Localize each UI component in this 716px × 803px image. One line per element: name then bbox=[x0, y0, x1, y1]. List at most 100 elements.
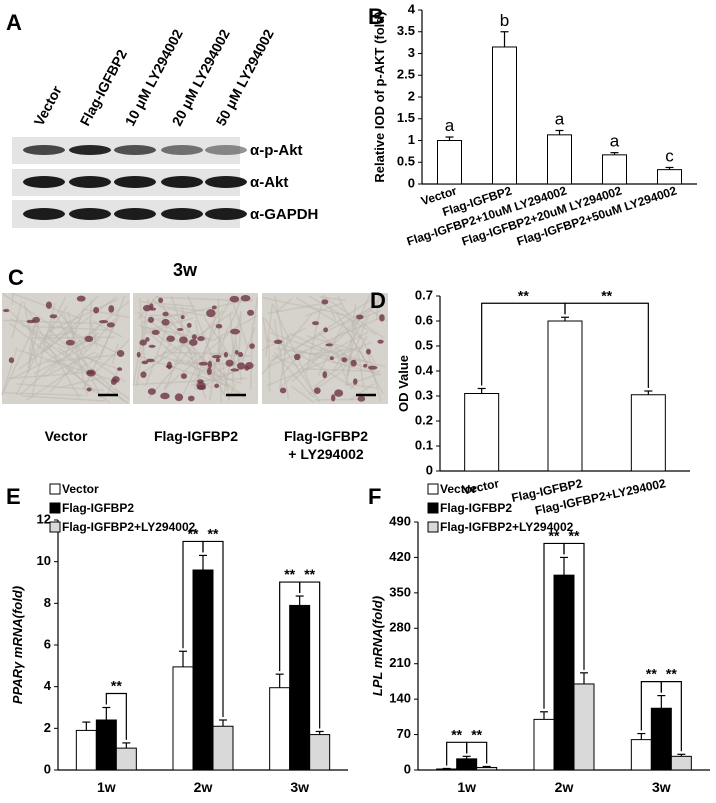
cell bbox=[269, 337, 270, 393]
lipid-stain bbox=[274, 340, 283, 344]
y-tick-label: 3.5 bbox=[397, 23, 415, 38]
panel-label: C bbox=[8, 265, 24, 290]
lipid-stain bbox=[148, 317, 154, 323]
bar bbox=[477, 767, 497, 770]
lipid-stain bbox=[230, 368, 239, 371]
lipid-stain bbox=[161, 319, 169, 326]
bar bbox=[438, 141, 462, 185]
bar bbox=[213, 726, 233, 770]
x-tick-label: 3w bbox=[652, 779, 671, 795]
blot-band bbox=[23, 208, 65, 220]
lipid-stain bbox=[9, 357, 14, 363]
blot-band bbox=[69, 176, 111, 188]
bar bbox=[574, 684, 594, 770]
bar bbox=[116, 748, 136, 770]
bar bbox=[270, 688, 290, 770]
bar bbox=[658, 170, 682, 184]
lipid-stain bbox=[3, 309, 9, 312]
lipid-stain bbox=[224, 352, 228, 358]
y-tick-label: 140 bbox=[389, 691, 411, 706]
row-label: α-Akt bbox=[250, 174, 288, 191]
y-tick-label: 2 bbox=[44, 720, 51, 735]
lipid-stain bbox=[280, 387, 286, 393]
lipid-stain bbox=[32, 317, 40, 323]
significance-label: ** bbox=[304, 566, 315, 582]
y-tick-label: 10 bbox=[37, 553, 51, 568]
x-tick-label: 1w bbox=[97, 779, 116, 795]
lipid-stain bbox=[321, 299, 328, 304]
lipid-stain bbox=[294, 354, 301, 360]
y-tick-label: 0 bbox=[408, 175, 415, 190]
row-label: α-p-Akt bbox=[250, 142, 303, 159]
lipid-stain bbox=[85, 336, 94, 342]
y-tick-label: 350 bbox=[389, 584, 411, 599]
legend-label: Flag-IGFBP2+LY294002 bbox=[62, 520, 196, 534]
lipid-stain bbox=[181, 315, 185, 319]
panel-label: D bbox=[370, 288, 386, 313]
y-tick-label: 4 bbox=[408, 1, 416, 16]
lipid-stain bbox=[108, 305, 114, 313]
lipid-stain bbox=[137, 352, 141, 358]
lipid-stain bbox=[230, 329, 240, 335]
lipid-stain bbox=[235, 350, 239, 355]
bar bbox=[76, 730, 96, 770]
lipid-stain bbox=[356, 315, 364, 320]
significance-label: ** bbox=[284, 566, 295, 582]
lipid-stain bbox=[99, 320, 108, 323]
lipid-stain bbox=[216, 324, 223, 329]
x-tick-label: 1w bbox=[457, 779, 476, 795]
blot-band bbox=[69, 145, 111, 155]
bar bbox=[173, 667, 193, 770]
y-tick-label: 1 bbox=[408, 132, 415, 147]
lipid-stain bbox=[117, 350, 125, 357]
y-tick-label: 8 bbox=[44, 595, 51, 610]
lipid-stain bbox=[142, 361, 149, 365]
lipid-stain bbox=[214, 384, 219, 388]
lipid-stain bbox=[353, 378, 357, 384]
lane-label: Flag-IGFBP2 bbox=[77, 47, 131, 129]
blot-band bbox=[205, 176, 247, 188]
bar bbox=[493, 47, 517, 184]
micrograph-caption: Flag-IGFBP2 bbox=[284, 428, 368, 444]
significance-label: ** bbox=[518, 287, 529, 303]
lipid-stain bbox=[206, 309, 216, 317]
lipid-stain bbox=[368, 366, 377, 370]
lipid-stain bbox=[325, 343, 332, 346]
lipid-stain bbox=[237, 362, 245, 369]
lipid-stain bbox=[350, 360, 356, 367]
legend-swatch bbox=[428, 484, 438, 494]
blot-band bbox=[114, 145, 156, 155]
y-tick-label: 12 bbox=[37, 511, 51, 526]
lipid-stain bbox=[66, 340, 75, 346]
lipid-stain bbox=[167, 361, 172, 369]
legend-label: Vector bbox=[440, 482, 477, 496]
lipid-stain bbox=[245, 362, 253, 369]
lipid-stain bbox=[140, 371, 146, 377]
lipid-stain bbox=[230, 296, 239, 303]
legend-swatch bbox=[50, 522, 60, 532]
significance-label: ** bbox=[471, 726, 482, 742]
panel-label: A bbox=[6, 10, 22, 35]
lipid-stain bbox=[341, 357, 347, 362]
significance-label: ** bbox=[601, 287, 612, 303]
y-tick-label: 0.2 bbox=[415, 412, 433, 427]
lipid-stain bbox=[162, 312, 168, 317]
legend-label: Flag-IGFBP2 bbox=[440, 501, 512, 515]
bar bbox=[671, 756, 691, 770]
bar bbox=[603, 155, 627, 184]
lipid-stain bbox=[334, 389, 343, 396]
bar bbox=[554, 575, 574, 770]
y-tick-label: 490 bbox=[389, 513, 411, 528]
lipid-stain bbox=[87, 387, 92, 391]
blot-band bbox=[23, 176, 65, 188]
y-tick-label: 0 bbox=[426, 462, 433, 477]
lipid-stain bbox=[322, 371, 327, 378]
y-tick-label: 0.4 bbox=[415, 362, 434, 377]
lipid-stain bbox=[77, 296, 86, 302]
lipid-stain bbox=[111, 378, 117, 384]
lipid-stain bbox=[247, 310, 254, 316]
lipid-stain bbox=[139, 340, 146, 346]
lipid-stain bbox=[93, 307, 99, 314]
bar bbox=[651, 708, 671, 770]
significance-label: ** bbox=[646, 666, 657, 682]
